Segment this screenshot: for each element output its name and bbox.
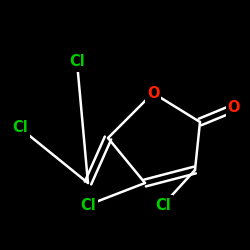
Text: Cl: Cl [12, 120, 28, 136]
Text: Cl: Cl [155, 198, 171, 212]
Text: O: O [228, 100, 240, 116]
Text: O: O [147, 86, 159, 100]
Text: Cl: Cl [80, 198, 96, 212]
Text: Cl: Cl [69, 54, 85, 70]
